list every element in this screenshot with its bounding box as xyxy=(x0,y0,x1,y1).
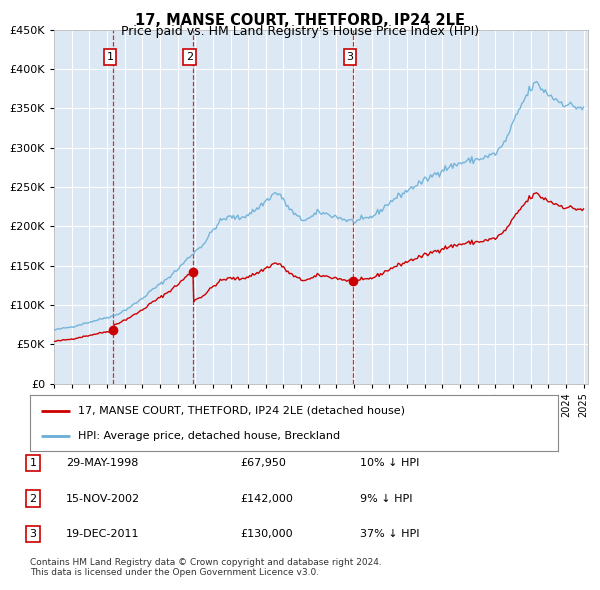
Text: 10% ↓ HPI: 10% ↓ HPI xyxy=(360,458,419,468)
Text: 15-NOV-2002: 15-NOV-2002 xyxy=(66,494,140,503)
Text: £130,000: £130,000 xyxy=(240,529,293,539)
Text: HPI: Average price, detached house, Breckland: HPI: Average price, detached house, Brec… xyxy=(77,431,340,441)
Text: Price paid vs. HM Land Registry's House Price Index (HPI): Price paid vs. HM Land Registry's House … xyxy=(121,25,479,38)
Text: 17, MANSE COURT, THETFORD, IP24 2LE: 17, MANSE COURT, THETFORD, IP24 2LE xyxy=(135,13,465,28)
Text: 19-DEC-2011: 19-DEC-2011 xyxy=(66,529,139,539)
Text: £67,950: £67,950 xyxy=(240,458,286,468)
Text: 2: 2 xyxy=(186,52,193,62)
Text: 2: 2 xyxy=(29,494,37,503)
Text: 3: 3 xyxy=(346,52,353,62)
Text: 1: 1 xyxy=(106,52,113,62)
Text: 3: 3 xyxy=(29,529,37,539)
Text: 37% ↓ HPI: 37% ↓ HPI xyxy=(360,529,419,539)
Text: 17, MANSE COURT, THETFORD, IP24 2LE (detached house): 17, MANSE COURT, THETFORD, IP24 2LE (det… xyxy=(77,406,404,416)
Text: Contains HM Land Registry data © Crown copyright and database right 2024.
This d: Contains HM Land Registry data © Crown c… xyxy=(30,558,382,577)
Text: 1: 1 xyxy=(29,458,37,468)
Text: 9% ↓ HPI: 9% ↓ HPI xyxy=(360,494,413,503)
Text: 29-MAY-1998: 29-MAY-1998 xyxy=(66,458,139,468)
Text: £142,000: £142,000 xyxy=(240,494,293,503)
